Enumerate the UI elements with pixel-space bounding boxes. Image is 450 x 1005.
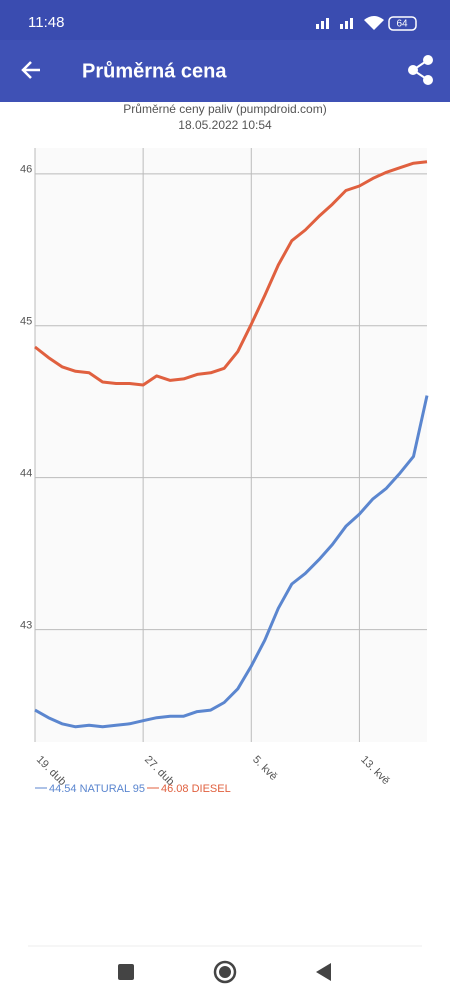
- x-tick-label: 13. kvě: [358, 754, 392, 788]
- y-tick-label: 44: [20, 468, 32, 480]
- battery-level: 64: [396, 19, 408, 30]
- plot-area: [35, 148, 427, 742]
- x-tick-label: 5. kvě: [250, 754, 279, 783]
- status-icons: [316, 16, 417, 31]
- clock: 11:48: [28, 14, 64, 31]
- recents-button[interactable]: [118, 964, 134, 980]
- series-line: [34, 395, 429, 729]
- chart-title: Průměrné ceny paliv (pumpdroid.com): [123, 102, 326, 116]
- back-button[interactable]: [21, 61, 40, 79]
- legend-label: 44.54 NATURAL 95: [49, 783, 145, 795]
- legend-label: 46.08 DIESEL: [161, 783, 231, 795]
- home-button[interactable]: [213, 960, 237, 984]
- y-tick-label: 46: [20, 164, 32, 176]
- app-title: Průměrná cena: [82, 60, 227, 82]
- share-button[interactable]: [408, 55, 433, 85]
- chart-subtitle: 18.05.2022 10:54: [178, 118, 272, 132]
- y-tick-label: 45: [20, 316, 32, 328]
- y-tick-label: 43: [20, 619, 32, 631]
- back-nav-button[interactable]: [316, 963, 331, 981]
- series-line: [34, 160, 428, 387]
- app-bar: [0, 40, 450, 102]
